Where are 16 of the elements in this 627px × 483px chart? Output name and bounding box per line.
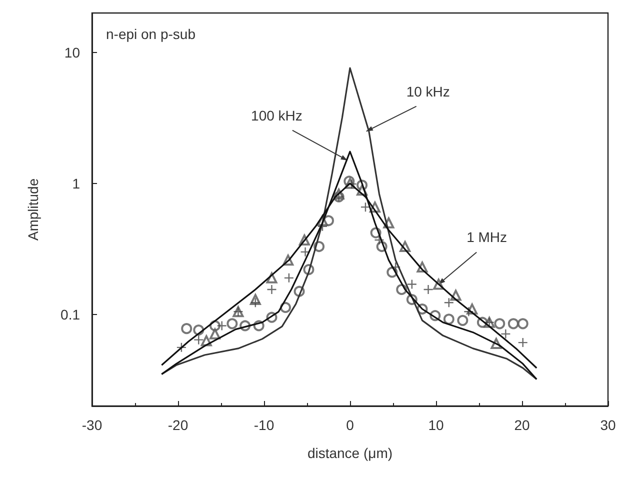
x-tick-label: 30 [600, 417, 616, 433]
x-tick-label: 20 [514, 417, 530, 433]
y-tick-label: 1 [72, 175, 80, 192]
y-tick-label: 10 [64, 44, 80, 60]
text: n-epi on p-sub [106, 26, 196, 42]
y-tick-label: 0.1 [60, 306, 80, 322]
x-tick-label: -30 [82, 417, 102, 433]
annotation: 10 kHz [406, 83, 450, 100]
x-axis-title: distance (μm) [307, 445, 393, 461]
annotation: 100 kHz [251, 107, 302, 124]
x-tick-label: -10 [254, 417, 274, 433]
y-axis-title: Amplitude [25, 178, 41, 241]
x-tick-label: 0 [346, 417, 354, 433]
x-tick-label: -20 [168, 417, 188, 433]
annotation: 1 MHz [466, 229, 508, 246]
x-tick-label: 10 [428, 417, 444, 433]
